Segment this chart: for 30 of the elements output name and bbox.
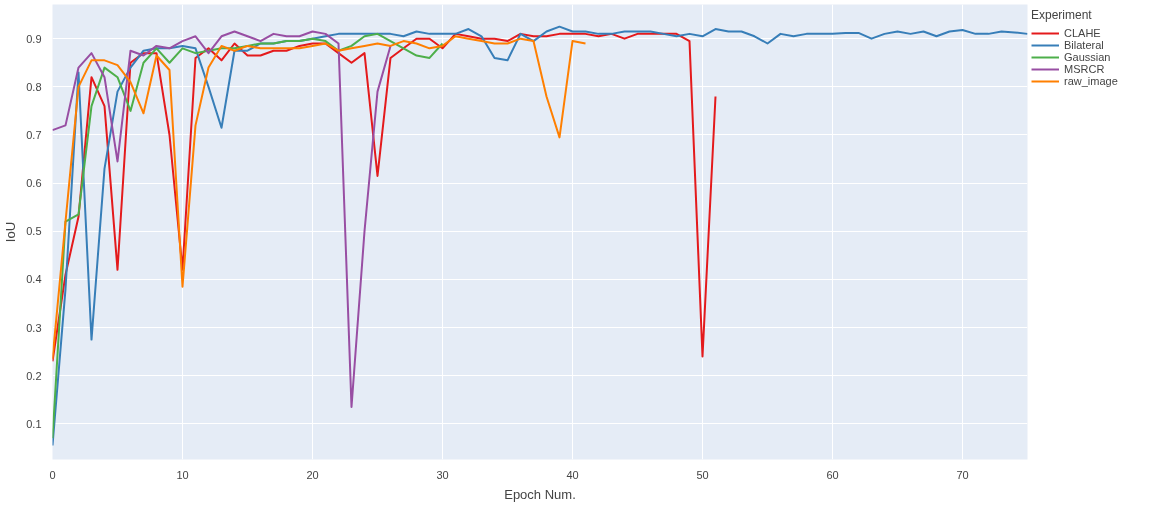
x-tick-label: 30 [436,468,449,481]
legend-label: raw_image [1064,75,1118,87]
legend-label: CLAHE [1064,27,1101,39]
x-axis-title: Epoch Num. [504,486,576,502]
x-tick-label: 50 [696,468,709,481]
y-tick-label: 0.2 [26,369,42,382]
legend-label: Gaussian [1064,51,1111,63]
y-tick-label: 0.6 [26,177,42,190]
line-series [52,30,392,409]
x-tick-label: 0 [49,468,56,481]
line-series [52,25,1028,447]
legend-label: MSRCR [1064,63,1105,75]
legend-title: Experiment [1031,8,1093,22]
y-tick-label: 0.1 [26,417,42,430]
line-series [52,32,444,440]
x-tick-label: 10 [176,468,189,481]
y-tick-label: 0.7 [26,128,42,141]
y-tick-label: 0.4 [26,273,42,286]
x-tick-label: 60 [826,468,839,481]
legend-label: Bilateral [1064,39,1104,51]
y-tick-label: 0.3 [26,321,42,334]
y-tick-label: 0.9 [26,32,42,45]
line-series [52,32,717,363]
x-tick-label: 40 [566,468,579,481]
y-tick-label: 0.5 [26,225,42,238]
x-tick-label: 20 [306,468,319,481]
line-series [52,35,587,360]
y-tick-label: 0.8 [26,80,42,93]
y-axis-title: IoU [3,221,19,243]
x-tick-label: 70 [956,468,969,481]
